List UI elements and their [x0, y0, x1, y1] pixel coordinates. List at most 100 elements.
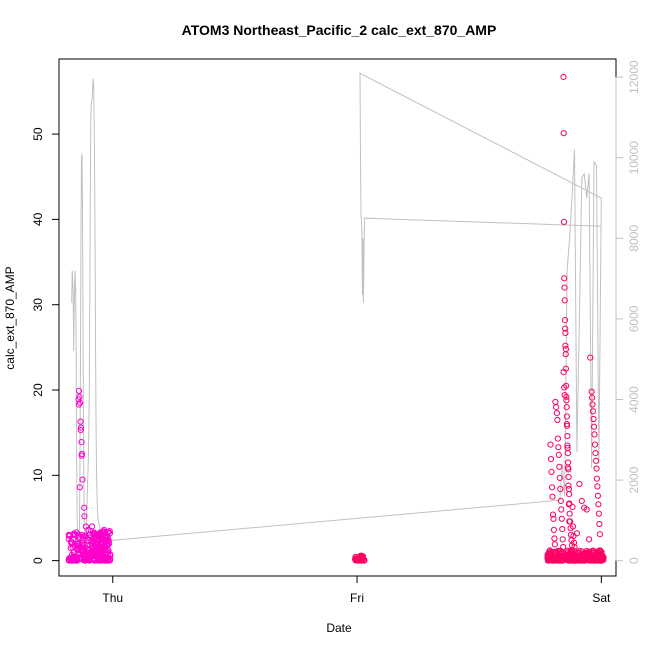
data-point	[556, 463, 563, 470]
data-point	[107, 552, 114, 559]
data-point	[563, 404, 570, 411]
data-point	[593, 465, 600, 472]
data-point	[564, 464, 572, 471]
data-point	[548, 468, 555, 475]
data-point	[553, 553, 560, 560]
data-point	[563, 413, 571, 420]
chart-title: ATOM3 Northeast_Pacific_2 calc_ext_870_A…	[182, 22, 497, 38]
data-point	[555, 444, 562, 451]
data-point	[549, 493, 556, 500]
data-point	[102, 544, 109, 551]
data-point	[590, 415, 597, 423]
data-point	[550, 515, 557, 522]
data-point	[573, 530, 581, 537]
data-point	[76, 484, 83, 491]
data-point	[559, 536, 566, 543]
y2-tick-label-5: 10000	[627, 141, 641, 175]
data-point	[551, 535, 558, 542]
data-point	[565, 482, 572, 489]
data-point	[79, 476, 86, 483]
data-point	[547, 441, 554, 448]
data-point	[569, 523, 577, 530]
data-point	[557, 497, 564, 504]
data-point	[552, 549, 559, 556]
data-point	[558, 515, 565, 522]
data-point	[555, 451, 562, 458]
data-point	[77, 427, 84, 434]
data-point	[594, 492, 602, 499]
y2-tick-label-0: 0	[627, 557, 641, 564]
data-point	[75, 401, 82, 408]
data-point	[566, 550, 573, 558]
data-point	[545, 557, 552, 564]
plot-frame	[58, 58, 617, 577]
data-point	[106, 540, 113, 547]
data-point	[77, 418, 84, 425]
data-point	[596, 520, 603, 528]
data-point	[548, 484, 556, 491]
data-point	[566, 556, 573, 564]
data-point	[82, 556, 89, 564]
data-point	[85, 552, 92, 559]
data-point	[591, 431, 598, 438]
data-point	[558, 506, 565, 513]
data-point	[91, 547, 98, 554]
data-point	[561, 392, 568, 399]
data-point	[570, 539, 578, 546]
data-point	[79, 541, 86, 548]
data-point	[563, 397, 570, 404]
data-point	[562, 329, 569, 336]
data-point	[595, 501, 602, 508]
data-point	[589, 408, 597, 415]
data-point	[562, 346, 570, 353]
data-point	[560, 73, 567, 81]
data-point	[99, 550, 106, 557]
data-point	[564, 450, 572, 457]
data-point	[94, 554, 101, 561]
data-point	[590, 557, 597, 564]
data-point	[556, 474, 563, 481]
data-point	[561, 384, 568, 391]
data-point	[590, 423, 598, 430]
y2-tick-label-6: 12000	[627, 60, 641, 94]
data-point	[591, 441, 599, 448]
data-point	[561, 275, 568, 282]
data-point	[561, 284, 568, 291]
data-point	[78, 452, 85, 459]
data-point	[554, 435, 562, 442]
data-point	[76, 399, 84, 406]
data-point	[69, 544, 76, 551]
data-point	[75, 387, 83, 394]
altitude-series-line	[71, 72, 602, 555]
data-point	[578, 497, 585, 504]
data-point	[589, 394, 596, 401]
x-tick-label-fri: Fri	[350, 591, 364, 605]
altitude-line-layer	[71, 72, 602, 555]
data-point	[559, 526, 566, 533]
y-tick-label-4: 40	[31, 212, 45, 226]
data-point	[560, 543, 567, 551]
data-point	[592, 457, 600, 464]
data-point	[104, 529, 112, 536]
x-axis-label: Date	[326, 621, 352, 635]
points-layer	[65, 73, 607, 564]
data-point	[546, 547, 554, 554]
data-point	[588, 388, 595, 395]
data-point	[103, 533, 110, 540]
data-point	[560, 218, 568, 225]
data-point	[549, 511, 557, 518]
data-point	[72, 557, 79, 564]
y-tick-label-1: 10	[31, 468, 45, 482]
data-point	[552, 398, 559, 406]
data-point	[547, 456, 555, 463]
data-point	[587, 354, 594, 361]
data-point	[598, 549, 605, 556]
axes-layer: 0 10 20 30 40 50 0 2000 4000 6000 8000 10000 12000 Th…	[31, 60, 641, 605]
data-point	[81, 553, 89, 560]
data-point	[70, 530, 78, 537]
data-point	[565, 473, 572, 481]
data-point	[560, 369, 567, 376]
data-point	[569, 503, 576, 510]
data-point	[77, 424, 85, 431]
data-point	[575, 553, 583, 560]
